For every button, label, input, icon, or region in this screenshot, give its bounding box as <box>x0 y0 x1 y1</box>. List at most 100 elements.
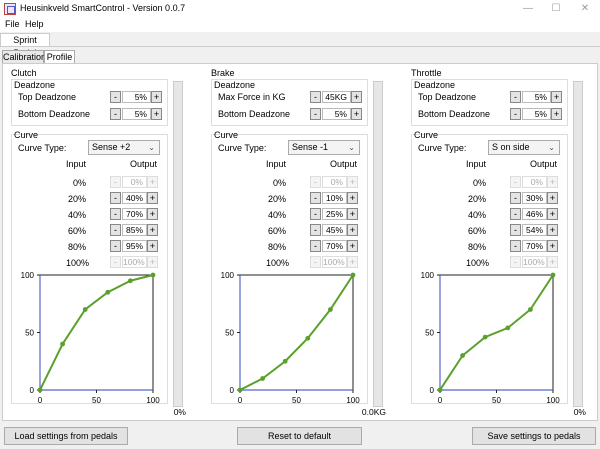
brake-field-stepper[interactable]: -5% + <box>310 108 363 120</box>
throttle-field-stepper[interactable]: -5% + <box>510 108 563 120</box>
brake-field-stepper-decrement-button[interactable]: - <box>310 91 321 103</box>
throttle-field-stepper-decrement-button[interactable]: - <box>510 108 521 120</box>
brake-output-stepper-increment-button[interactable]: + <box>347 224 358 236</box>
clutch-field-stepper-value[interactable]: 5% <box>122 91 151 103</box>
close-icon[interactable]: ✕ <box>580 3 590 14</box>
brake-output-stepper-value[interactable]: 10% <box>322 192 347 204</box>
throttle-field-stepper-increment-button[interactable]: + <box>551 108 562 120</box>
throttle-output-stepper[interactable]: -30% + <box>510 192 559 204</box>
clutch-field-stepper-increment-button[interactable]: + <box>151 91 162 103</box>
brake-output-stepper-value[interactable]: 25% <box>322 208 347 220</box>
tab-profile[interactable]: Profile <box>44 50 75 64</box>
throttle-output-stepper-decrement-button[interactable]: - <box>510 224 521 236</box>
clutch-output-stepper-increment-button[interactable]: + <box>147 240 158 252</box>
throttle-output-stepper-increment-button[interactable]: + <box>547 192 558 204</box>
throttle-output-stepper[interactable]: -70% + <box>510 240 559 252</box>
brake-input-value: 100% <box>266 258 290 268</box>
clutch-field-stepper[interactable]: -5% + <box>110 108 163 120</box>
clutch-output-stepper-increment-button[interactable]: + <box>147 208 158 220</box>
throttle-output-stepper-increment-button[interactable]: + <box>547 208 558 220</box>
brake-input-header: Input <box>266 159 287 169</box>
tab-calibration[interactable]: Calibration <box>2 50 47 63</box>
throttle-output-stepper-increment-button[interactable]: + <box>547 240 558 252</box>
brake-output-stepper-increment-button[interactable]: + <box>347 208 358 220</box>
brake-output-header: Output <box>330 159 358 169</box>
clutch-output-stepper-value[interactable]: 85% <box>122 224 147 236</box>
title-bar <box>0 0 600 18</box>
throttle-field-stepper-value[interactable]: 5% <box>522 108 551 120</box>
throttle-input-value: 20% <box>467 194 486 204</box>
throttle-output-stepper-value: 100% <box>522 256 547 268</box>
brake-field-stepper-increment-button[interactable]: + <box>351 108 362 120</box>
brake-output-stepper[interactable]: -10% + <box>310 192 359 204</box>
throttle-output-stepper[interactable]: -54% + <box>510 224 559 236</box>
clutch-field-stepper-decrement-button[interactable]: - <box>110 108 121 120</box>
brake-output-stepper-decrement-button[interactable]: - <box>310 240 321 252</box>
brake-output-stepper-increment-button[interactable]: + <box>347 240 358 252</box>
clutch-output-stepper-increment-button[interactable]: + <box>147 224 158 236</box>
brake-output-stepper-increment-button[interactable]: + <box>347 192 358 204</box>
throttle-output-stepper-value[interactable]: 54% <box>522 224 547 236</box>
brake-field-stepper-decrement-button[interactable]: - <box>310 108 321 120</box>
maximize-icon[interactable]: ☐ <box>551 3 561 14</box>
save-settings-button[interactable]: Save settings to pedals <box>472 427 596 445</box>
brake-field-stepper[interactable]: -45KG + <box>310 91 363 103</box>
throttle-field-stepper-decrement-button[interactable]: - <box>510 91 521 103</box>
brake-output-stepper-value[interactable]: 70% <box>322 240 347 252</box>
menu-help[interactable]: Help <box>25 19 44 29</box>
clutch-output-stepper-decrement-button[interactable]: - <box>110 240 121 252</box>
throttle-curve-group <box>411 134 568 404</box>
clutch-output-stepper[interactable]: -85% + <box>110 224 159 236</box>
clutch-field-stepper-value[interactable]: 5% <box>122 108 151 120</box>
brake-field-stepper-value[interactable]: 5% <box>322 108 351 120</box>
clutch-output-stepper: -100% + <box>110 256 159 268</box>
throttle-field-stepper[interactable]: -5% + <box>510 91 563 103</box>
clutch-output-stepper[interactable]: -70% + <box>110 208 159 220</box>
brake-field-stepper-value[interactable]: 45KG <box>322 91 351 103</box>
brake-field-label: Bottom Deadzone <box>218 109 291 119</box>
throttle-output-stepper-decrement-button[interactable]: - <box>510 240 521 252</box>
clutch-field-label: Top Deadzone <box>18 92 77 102</box>
throttle-output-stepper-value[interactable]: 70% <box>522 240 547 252</box>
brake-output-stepper-value[interactable]: 45% <box>322 224 347 236</box>
clutch-output-stepper-value[interactable]: 70% <box>122 208 147 220</box>
throttle-output-stepper[interactable]: -46% + <box>510 208 559 220</box>
reset-default-button[interactable]: Reset to default <box>237 427 362 445</box>
minimize-icon[interactable]: — <box>523 3 533 14</box>
brake-output-stepper-decrement-button[interactable]: - <box>310 208 321 220</box>
throttle-output-stepper-decrement-button[interactable]: - <box>510 208 521 220</box>
clutch-output-stepper-increment-button[interactable]: + <box>147 192 158 204</box>
clutch-output-header: Output <box>130 159 158 169</box>
tab-sprint-pedal[interactable]: Sprint Pedal <box>0 33 50 58</box>
clutch-output-stepper-value[interactable]: 40% <box>122 192 147 204</box>
clutch-output-stepper-decrement-button[interactable]: - <box>110 224 121 236</box>
clutch-output-stepper[interactable]: -95% + <box>110 240 159 252</box>
clutch-output-stepper-value[interactable]: 95% <box>122 240 147 252</box>
clutch-output-stepper-decrement-button[interactable]: - <box>110 192 121 204</box>
clutch-field-stepper-increment-button[interactable]: + <box>151 108 162 120</box>
brake-output-stepper[interactable]: -25% + <box>310 208 359 220</box>
load-settings-button[interactable]: Load settings from pedals <box>4 427 128 445</box>
menu-file[interactable]: File <box>5 19 20 29</box>
throttle-output-stepper-value[interactable]: 30% <box>522 192 547 204</box>
clutch-curve-type-select[interactable]: Sense +2 ⌄ <box>88 140 160 155</box>
brake-output-stepper-decrement-button[interactable]: - <box>310 192 321 204</box>
brake-output-stepper-decrement-button[interactable]: - <box>310 224 321 236</box>
throttle-field-stepper-increment-button[interactable]: + <box>551 91 562 103</box>
clutch-field-stepper[interactable]: -5% + <box>110 91 163 103</box>
clutch-output-stepper-decrement-button[interactable]: - <box>110 208 121 220</box>
throttle-output-stepper-value[interactable]: 46% <box>522 208 547 220</box>
clutch-field-stepper-decrement-button[interactable]: - <box>110 91 121 103</box>
throttle-input-value: 100% <box>466 258 490 268</box>
throttle-output-header: Output <box>530 159 558 169</box>
throttle-output-stepper-decrement-button[interactable]: - <box>510 192 521 204</box>
throttle-field-stepper-value[interactable]: 5% <box>522 91 551 103</box>
clutch-output-stepper[interactable]: -40% + <box>110 192 159 204</box>
brake-output-stepper[interactable]: -70% + <box>310 240 359 252</box>
throttle-input-value: 80% <box>467 242 486 252</box>
throttle-curve-type-select[interactable]: S on side ⌄ <box>488 140 560 155</box>
throttle-output-stepper-increment-button[interactable]: + <box>547 224 558 236</box>
brake-output-stepper[interactable]: -45% + <box>310 224 359 236</box>
brake-field-stepper-increment-button[interactable]: + <box>351 91 362 103</box>
brake-curve-type-select[interactable]: Sense -1 ⌄ <box>288 140 360 155</box>
